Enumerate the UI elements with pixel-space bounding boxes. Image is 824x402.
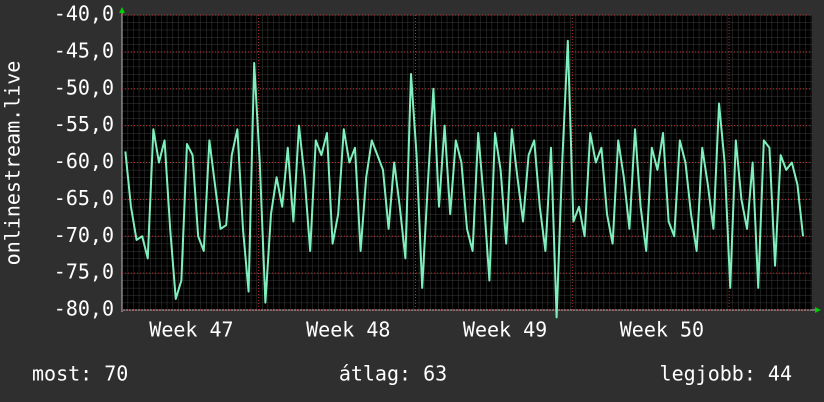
footer-current: most: 70 [32, 362, 128, 386]
y-arrow [119, 7, 125, 13]
y-tick-label: -70,0 [54, 223, 114, 247]
y-tick-label: -60,0 [54, 149, 114, 173]
footer-average: átlag: 63 [339, 362, 447, 386]
footer-best: legjobb: 44 [660, 362, 792, 386]
y-tick-label: -75,0 [54, 260, 114, 284]
x-tick-label: Week 49 [463, 318, 547, 342]
x-tick-label: Week 47 [149, 318, 233, 342]
x-tick-label: Week 48 [306, 318, 390, 342]
y-tick-label: -80,0 [54, 297, 114, 321]
x-tick-label: Week 50 [620, 318, 704, 342]
y-axis-label: onlinestream.live [1, 61, 25, 266]
y-tick-label: -40,0 [54, 2, 114, 26]
x-arrow [815, 307, 821, 313]
data-line [124, 39, 805, 319]
y-tick-label: -50,0 [54, 75, 114, 99]
y-tick-label: -55,0 [54, 112, 114, 136]
y-tick-label: -45,0 [54, 38, 114, 62]
y-tick-label: -65,0 [54, 186, 114, 210]
